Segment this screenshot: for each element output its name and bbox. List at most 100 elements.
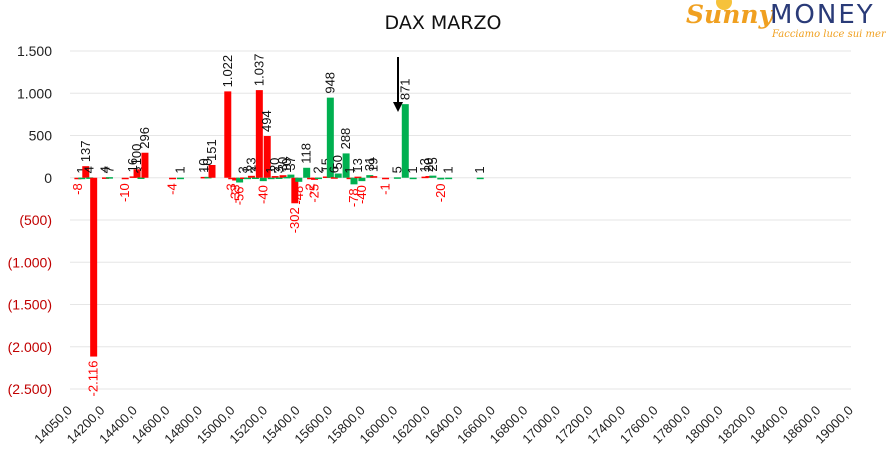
bar [291,177,299,204]
bar [409,177,417,180]
y-tick-label: (2.000) [8,339,52,355]
bar [224,91,232,178]
bar [86,177,94,179]
data-label: 1.037 [251,54,266,87]
bar [322,176,330,178]
bar [204,176,212,179]
data-label: 118 [299,143,314,164]
data-label: 151 [204,139,219,161]
data-label: 4 [98,166,113,173]
bar [176,177,184,180]
logo-tagline: Facciamo luce sui mercati [772,29,886,40]
y-tick-label: (500) [19,212,52,228]
bar [267,177,275,180]
data-label: -40 [354,185,369,204]
bar [137,177,145,179]
data-label: 948 [322,72,337,94]
data-label: -4 [165,183,180,195]
bar [307,177,315,180]
data-label: -8 [70,183,85,195]
bar [279,175,287,178]
data-label: -10 [117,183,132,202]
bar [334,173,342,178]
chart-title: DAX MARZO [384,12,502,34]
data-label: 494 [259,110,274,132]
bar [295,177,303,182]
bar [228,177,236,180]
bar [342,153,350,178]
bar [476,177,484,180]
data-label: 1 [472,166,487,173]
data-label: 100 [129,144,144,166]
bar [315,177,322,180]
data-label: 3 [271,166,286,173]
y-tick-label: 0 [44,170,52,186]
data-label: 871 [397,78,412,100]
bar [169,177,177,180]
data-label: 3 [247,166,262,173]
data-label: 23 [243,157,258,171]
sunny-money-logo: Sunny MONEY Facciamo luce sui mercati [686,0,886,40]
data-label: -2.116 [86,361,101,397]
bar [105,177,113,179]
bar [275,177,283,179]
bar [102,177,109,179]
y-tick-label: 1.000 [17,85,52,101]
bar [421,176,429,179]
bar [232,177,240,181]
y-tick-label: 1.500 [17,43,52,59]
bar [350,177,358,185]
bar [401,104,409,178]
data-label: 20 [267,158,282,172]
data-label: 13 [417,158,432,172]
bar [82,166,90,178]
data-label: 1.022 [220,55,235,88]
annotation-arrow-head [393,102,403,112]
data-label: 1 [74,166,89,173]
bar [287,174,295,178]
bar [393,177,401,179]
bar [354,176,362,179]
data-label: 1 [263,166,278,173]
bar [90,177,98,357]
bar [429,175,437,178]
data-label: 31 [362,157,377,171]
y-tick-label: (1.500) [8,297,52,313]
bar [358,177,366,182]
bar [326,97,334,178]
data-label: 10 [196,158,211,172]
data-label: 19 [366,158,381,172]
data-label: 30 [275,157,290,171]
data-label: 7 [101,166,116,173]
data-label: -40 [255,185,270,204]
bar [382,177,390,180]
bar [346,177,354,180]
data-label: 4 [82,166,97,173]
logo-brand-left: Sunny [686,0,774,29]
bar [425,176,433,178]
data-label: -3 [224,183,239,195]
data-label: 288 [338,128,353,150]
data-label: -33 [228,185,243,204]
bar [129,176,137,178]
bar [303,167,311,178]
data-label: -48 [291,186,306,205]
bar [78,177,86,180]
data-label: 137 [78,140,93,162]
data-label: 25 [425,157,440,171]
data-label: 1 [172,166,187,173]
bar [200,176,208,179]
data-label: -2 [303,183,318,195]
data-label: -78 [346,188,361,207]
data-label: 3 [133,166,148,173]
data-label: -302 [287,207,302,233]
data-label: 20 [421,158,436,172]
data-label: 6 [326,166,341,173]
bar [370,176,378,178]
bar [133,169,141,178]
bar [247,175,255,178]
data-label: 10 [279,158,294,172]
data-label: 37 [283,156,298,170]
data-label: 1 [441,166,456,173]
